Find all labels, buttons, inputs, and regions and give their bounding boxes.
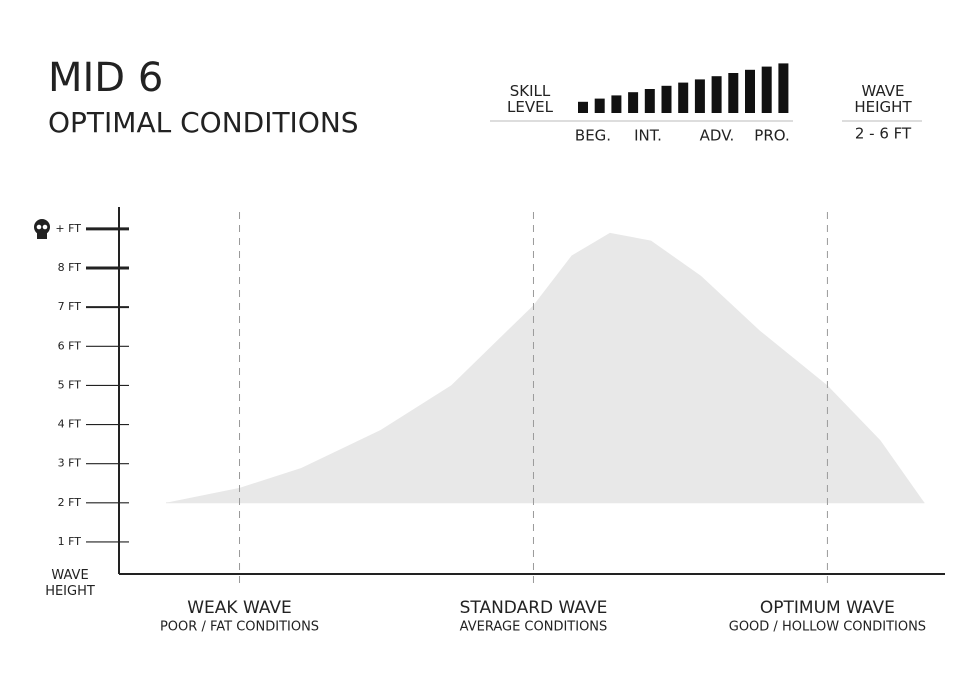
skill-bar [644, 89, 655, 113]
skill-level: BEG. [575, 127, 611, 145]
y-tick-label: 3 FT [58, 457, 82, 470]
skill-bar [611, 95, 622, 113]
x-tick-label: OPTIMUM WAVE [760, 598, 895, 618]
skill-level: ADV. [700, 127, 735, 145]
skill-bar [778, 63, 789, 113]
skill-bar [745, 69, 755, 113]
y-tick-label: 5 FT [58, 378, 82, 391]
title: MID 6 [48, 55, 163, 101]
skill-bar [694, 79, 705, 113]
x-tick-label: STANDARD WAVE [460, 598, 608, 618]
skill-level: PRO. [754, 127, 789, 145]
skill-bar [728, 73, 739, 113]
skill-bar [678, 82, 689, 113]
y-tick-label: + FT [55, 222, 81, 235]
x-tick-sublabel: AVERAGE CONDITIONS [460, 620, 608, 635]
x-tick-label: WEAK WAVE [187, 598, 292, 618]
skill-bar [711, 76, 722, 113]
skill-bar [594, 98, 605, 113]
subtitle: OPTIMAL CONDITIONS [48, 106, 359, 139]
x-tick-sublabel: GOOD / HOLLOW CONDITIONS [729, 620, 926, 635]
y-tick-label: 1 FT [58, 535, 82, 548]
skill-bar [661, 85, 672, 113]
skill-level: INT. [634, 127, 662, 145]
skill-bar [761, 66, 772, 113]
skill-bar [628, 92, 639, 113]
y-axis-label: WAVE HEIGHT [45, 568, 95, 599]
area [166, 232, 925, 503]
skull-icon [34, 219, 50, 239]
y-tick-label: 6 FT [58, 339, 82, 352]
wave-height-label: WAVE HEIGHT [854, 82, 912, 116]
y-tick-label: 4 FT [58, 418, 82, 431]
x-tick-sublabel: POOR / FAT CONDITIONS [160, 620, 319, 635]
y-tick-label: 2 FT [58, 496, 82, 509]
skill-label: SKILL LEVEL [507, 82, 554, 116]
y-tick-label: 7 FT [58, 300, 82, 313]
skill-bar [578, 101, 588, 113]
y-tick-label: 8 FT [58, 261, 82, 274]
wave-height-value: 2 - 6 FT [855, 125, 912, 143]
